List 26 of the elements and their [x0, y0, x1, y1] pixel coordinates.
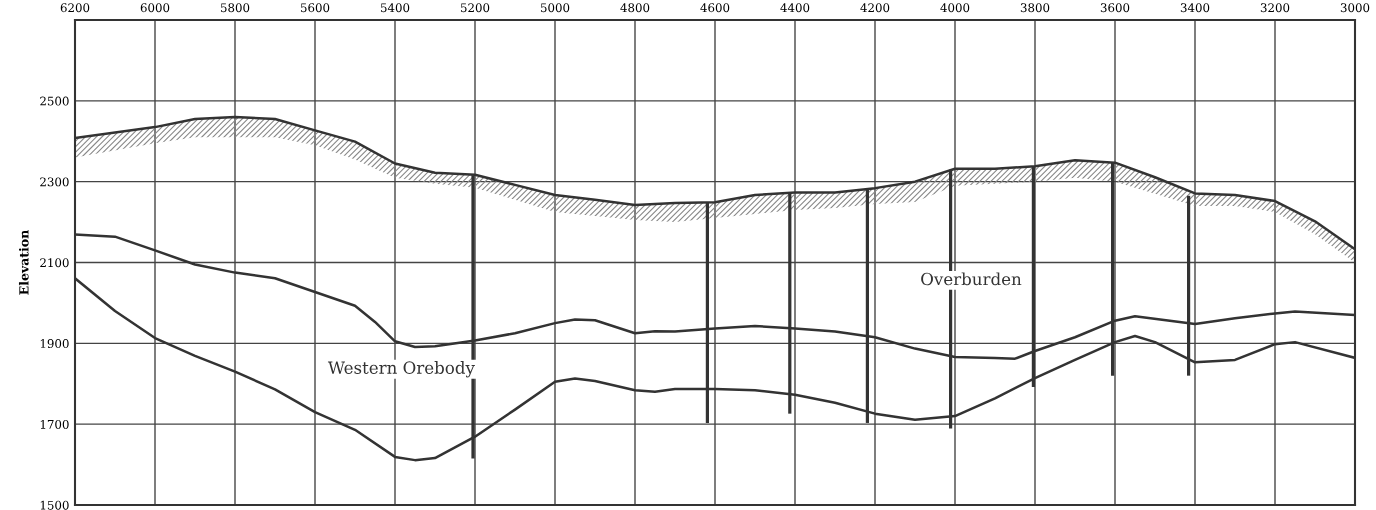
x-tick-label: 6200 — [60, 3, 90, 13]
x-tick-label: 4000 — [940, 3, 970, 13]
x-tick-label: 5800 — [220, 3, 250, 13]
x-tick-label: 5000 — [540, 3, 570, 13]
x-tick-label: 5600 — [300, 3, 330, 13]
annotation: Western Orebody — [327, 361, 475, 378]
x-tick-label: 5200 — [460, 3, 490, 13]
y-tick-label: 1900 — [40, 339, 69, 348]
y-tick-label: 2300 — [40, 177, 69, 187]
y-axis-title: Elevation — [18, 230, 29, 295]
y-tick-label: 2100 — [40, 258, 69, 268]
y-tick-label: 1700 — [40, 419, 69, 429]
x-tick-label: 4400 — [780, 3, 810, 13]
x-tick-label: 3000 — [1340, 3, 1370, 13]
x-tick-label: 4800 — [620, 3, 650, 13]
x-tick-label: 3400 — [1180, 3, 1210, 13]
x-tick-label: 3200 — [1260, 3, 1290, 13]
x-tick-label: 6000 — [140, 3, 170, 13]
x-tick-label: 3600 — [1100, 3, 1130, 13]
x-tick-label: 4200 — [860, 3, 890, 13]
y-tick-label: 1500 — [40, 500, 69, 510]
y-tick-label: 2500 — [40, 96, 69, 106]
x-tick-label: 3800 — [1020, 3, 1050, 13]
x-tick-label: 4600 — [700, 3, 730, 13]
x-tick-label: 5400 — [380, 3, 410, 13]
annotation: Overburden — [921, 272, 1022, 286]
